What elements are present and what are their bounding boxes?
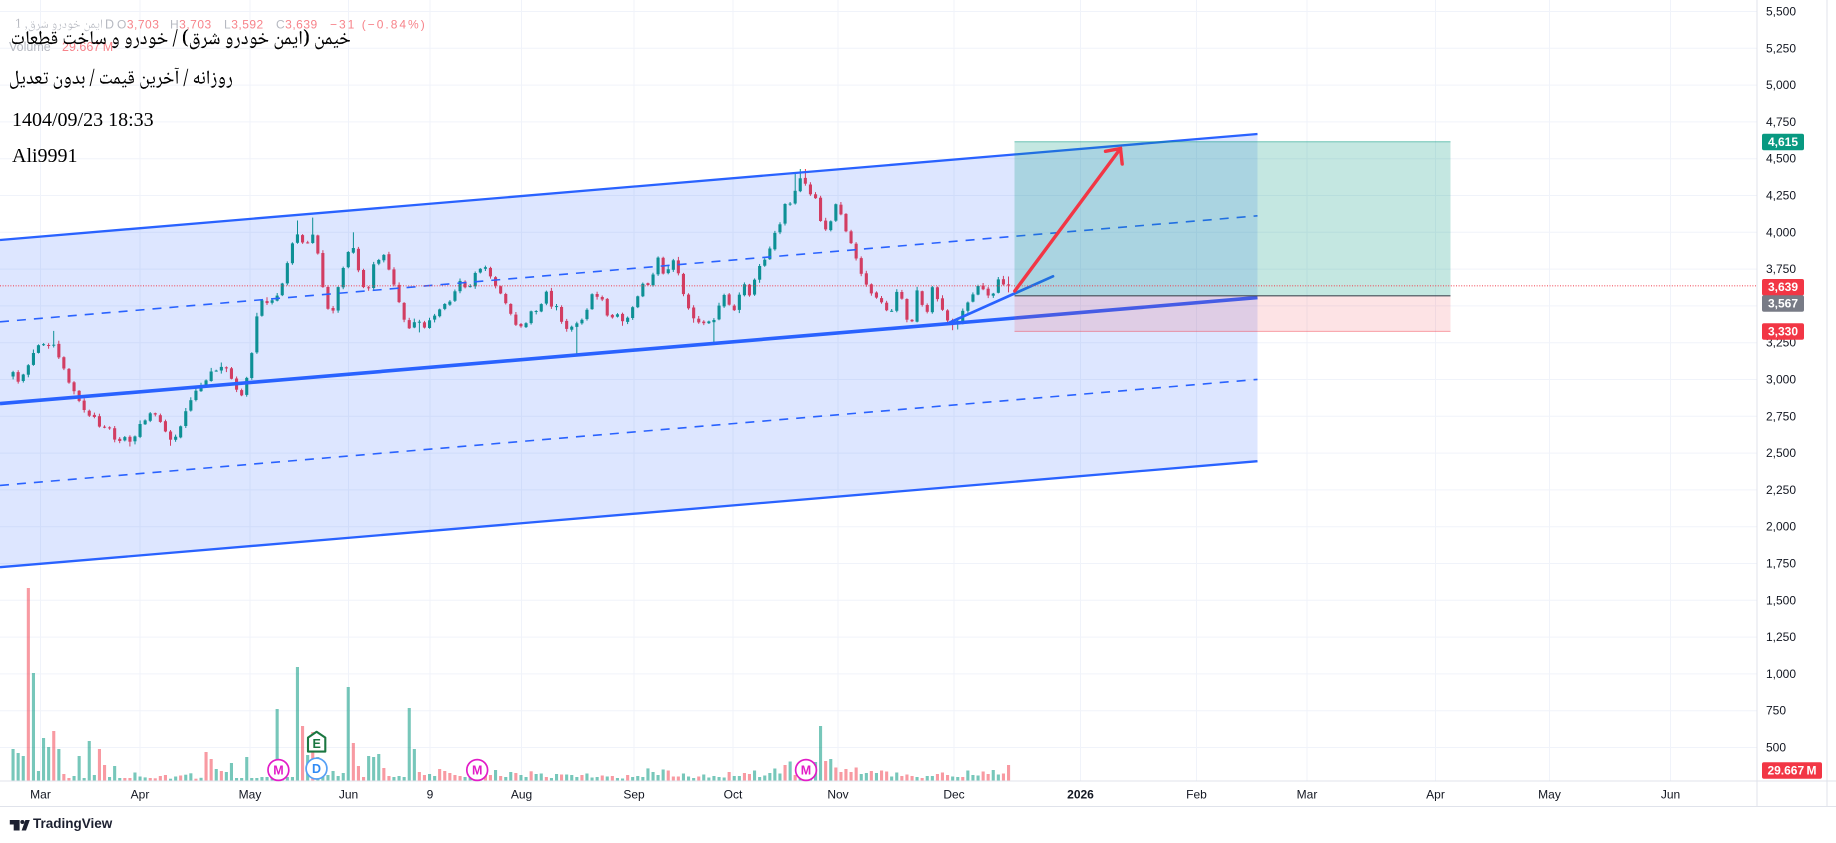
svg-text:5,000: 5,000	[1766, 78, 1796, 92]
svg-text:D: D	[312, 762, 321, 776]
svg-text:4,500: 4,500	[1766, 152, 1796, 166]
svg-text:5,250: 5,250	[1766, 41, 1796, 55]
svg-text:Dec: Dec	[943, 788, 964, 802]
svg-text:Apr: Apr	[1426, 788, 1445, 802]
svg-text:Nov: Nov	[827, 788, 848, 802]
svg-text:E: E	[313, 737, 321, 751]
svg-text:500: 500	[1766, 741, 1786, 755]
svg-text:4,000: 4,000	[1766, 225, 1796, 239]
svg-text:1,250: 1,250	[1766, 630, 1796, 644]
svg-text:750: 750	[1766, 704, 1786, 718]
svg-text:4,750: 4,750	[1766, 115, 1796, 129]
svg-text:2,500: 2,500	[1766, 446, 1796, 460]
svg-text:4,250: 4,250	[1766, 189, 1796, 203]
svg-text:May: May	[239, 788, 262, 802]
svg-text:Ali9991: Ali9991	[12, 145, 78, 167]
svg-text:May: May	[1538, 788, 1561, 802]
svg-text:3,639: 3,639	[1768, 280, 1798, 294]
svg-text:1404/09/23 18:33: 1404/09/23 18:33	[12, 109, 154, 131]
svg-text:Jun: Jun	[1661, 788, 1680, 802]
svg-text:Mar: Mar	[30, 788, 51, 802]
svg-text:5,500: 5,500	[1766, 5, 1796, 19]
svg-text:3,330: 3,330	[1768, 324, 1798, 338]
svg-text:Mar: Mar	[1297, 788, 1318, 802]
svg-text:Jun: Jun	[339, 788, 358, 802]
svg-text:TradingView: TradingView	[33, 816, 113, 831]
svg-text:2,000: 2,000	[1766, 520, 1796, 534]
svg-text:D: D	[105, 18, 114, 32]
svg-text:4,615: 4,615	[1768, 135, 1798, 149]
svg-text:2026: 2026	[1067, 788, 1094, 802]
svg-text:3,567: 3,567	[1768, 296, 1798, 310]
svg-text:Feb: Feb	[1186, 788, 1207, 802]
svg-text:3,000: 3,000	[1766, 373, 1796, 387]
svg-text:M: M	[472, 764, 482, 778]
svg-text:1,750: 1,750	[1766, 557, 1796, 571]
svg-text:2,250: 2,250	[1766, 483, 1796, 497]
svg-text:1,500: 1,500	[1766, 593, 1796, 607]
svg-text:M: M	[273, 764, 283, 778]
svg-text:Apr: Apr	[131, 788, 150, 802]
svg-text:M: M	[801, 764, 811, 778]
svg-text:29.667 M: 29.667 M	[1767, 764, 1816, 778]
svg-text:Oct: Oct	[724, 788, 743, 802]
svg-text:Sep: Sep	[623, 788, 645, 802]
svg-text:3,750: 3,750	[1766, 262, 1796, 276]
svg-text:Aug: Aug	[511, 788, 532, 802]
svg-text:2,750: 2,750	[1766, 409, 1796, 423]
svg-text:9: 9	[427, 788, 434, 802]
svg-text:1,000: 1,000	[1766, 667, 1796, 681]
